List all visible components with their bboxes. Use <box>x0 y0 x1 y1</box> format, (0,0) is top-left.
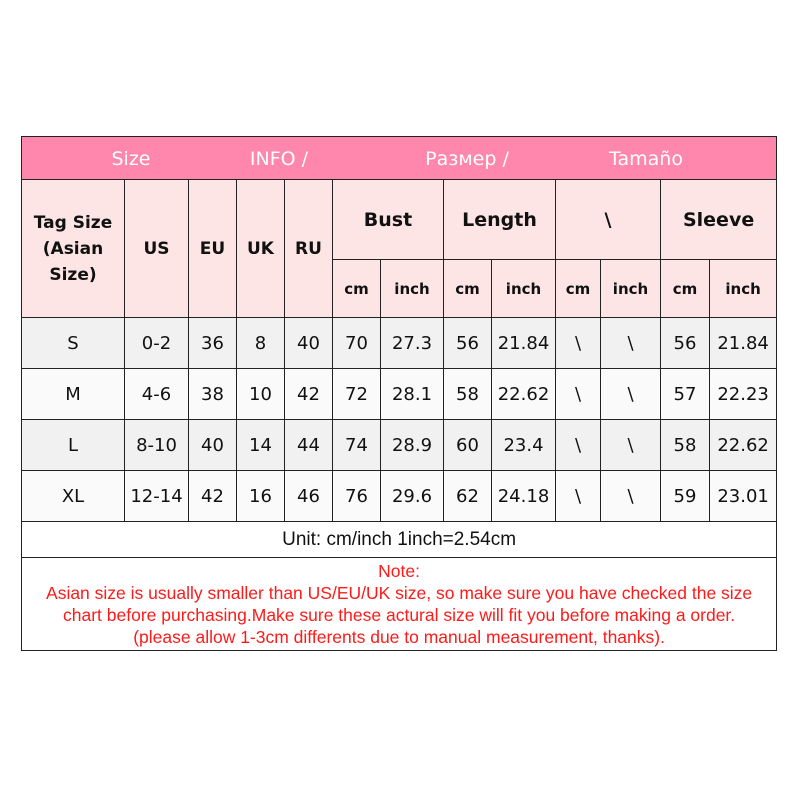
table-body: S 0-2 36 8 40 70 27.3 56 21.84 \ \ 56 21.84 M 4-6 38 10 4… <box>21 317 778 522</box>
value-cell: 59 <box>660 470 710 522</box>
value-cell: 42 <box>188 470 237 522</box>
note-label: Note: <box>378 561 420 581</box>
size-chart-table: Size INFO / Размер / Tamaño Tag Size (As… <box>20 136 778 651</box>
value-cell: 56 <box>443 317 492 369</box>
header-eu: EU <box>188 179 237 318</box>
value-cell: 74 <box>332 419 381 471</box>
unit-header-cell: inch <box>491 259 556 318</box>
value-cell: 0-2 <box>124 317 189 369</box>
size-cell: XL <box>21 470 125 522</box>
value-cell: 76 <box>332 470 381 522</box>
value-cell: \ <box>600 368 661 420</box>
value-cell: 40 <box>284 317 333 369</box>
size-cell: S <box>21 317 125 369</box>
unit-header-cell: inch <box>380 259 444 318</box>
note-cell: Note: Asian size is usually smaller than… <box>20 557 778 651</box>
value-cell: \ <box>555 368 601 420</box>
value-cell: 58 <box>660 419 710 471</box>
value-cell: 42 <box>284 368 333 420</box>
header-sleeve: Sleeve <box>659 179 778 260</box>
table-row: L 8-10 40 14 44 74 28.9 60 23.4 \ \ 58 22.62 <box>21 419 778 471</box>
header-bust: Bust <box>332 179 444 260</box>
value-cell: 22.62 <box>708 419 778 471</box>
size-cell: M <box>21 368 125 420</box>
value-cell: 56 <box>660 317 710 369</box>
value-cell: 24.18 <box>491 470 556 522</box>
value-cell: 27.3 <box>380 317 444 369</box>
header-blank: \ <box>555 179 661 260</box>
unit-text: Unit: cm/inch 1inch=2.54cm <box>20 521 778 558</box>
value-cell: 62 <box>443 470 492 522</box>
title-info: INFO / <box>249 148 309 170</box>
value-cell: 70 <box>332 317 381 369</box>
title-cell: Size INFO / Размер / Tamaño <box>20 136 778 180</box>
header-uk: UK <box>236 179 285 318</box>
value-cell: \ <box>555 317 601 369</box>
value-cell: 8 <box>236 317 285 369</box>
value-cell: 29.6 <box>380 470 444 522</box>
value-cell: 28.9 <box>380 419 444 471</box>
unit-header-cell: cm <box>660 259 710 318</box>
value-cell: 12-14 <box>124 470 189 522</box>
header-tag-size: Tag Size (Asian Size) <box>21 179 125 318</box>
value-cell: 21.84 <box>491 317 556 369</box>
title-tamano: Tamaño <box>609 148 683 170</box>
value-cell: \ <box>555 470 601 522</box>
table-row: S 0-2 36 8 40 70 27.3 56 21.84 \ \ 56 21.84 <box>21 317 778 369</box>
value-cell: 10 <box>236 368 285 420</box>
value-cell: 21.84 <box>708 317 778 369</box>
note-text: Asian size is usually smaller than US/EU… <box>46 583 753 647</box>
value-cell: 36 <box>188 317 237 369</box>
value-cell: 8-10 <box>124 419 189 471</box>
unit-header-cell: cm <box>555 259 601 318</box>
unit-header-cell: inch <box>708 259 778 318</box>
value-cell: \ <box>600 317 661 369</box>
header-ru: RU <box>284 179 333 318</box>
title-row: Size INFO / Размер / Tamaño <box>20 136 778 180</box>
value-cell: 23.01 <box>708 470 778 522</box>
value-cell: 72 <box>332 368 381 420</box>
value-cell: 40 <box>188 419 237 471</box>
title-razmer: Размер / <box>425 148 509 170</box>
value-cell: \ <box>600 470 661 522</box>
table-row: XL 12-14 42 16 46 76 29.6 62 24.18 \ \ 59 23.01 <box>21 470 778 522</box>
header-us: US <box>124 179 189 318</box>
value-cell: 38 <box>188 368 237 420</box>
value-cell: 22.23 <box>708 368 778 420</box>
unit-header-row: cm inch cm inch cm inch cm inch <box>22 259 778 318</box>
value-cell: 60 <box>443 419 492 471</box>
value-cell: 46 <box>284 470 333 522</box>
value-cell: 16 <box>236 470 285 522</box>
value-cell: 28.1 <box>380 368 444 420</box>
value-cell: 4-6 <box>124 368 189 420</box>
value-cell: 14 <box>236 419 285 471</box>
value-cell: \ <box>600 419 661 471</box>
title-size: Size <box>111 148 151 170</box>
unit-header-cell: cm <box>332 259 381 318</box>
unit-row: Unit: cm/inch 1inch=2.54cm <box>20 521 778 558</box>
value-cell: 57 <box>660 368 710 420</box>
note-row: Note: Asian size is usually smaller than… <box>20 557 778 651</box>
value-cell: \ <box>555 419 601 471</box>
table-row: M 4-6 38 10 42 72 28.1 58 22.62 \ \ 57 22.23 <box>21 368 778 420</box>
unit-header-cell: inch <box>600 259 661 318</box>
value-cell: 44 <box>284 419 333 471</box>
unit-header-cell: cm <box>443 259 492 318</box>
value-cell: 23.4 <box>491 419 556 471</box>
value-cell: 22.62 <box>491 368 556 420</box>
value-cell: 58 <box>443 368 492 420</box>
header-length: Length <box>443 179 556 260</box>
header-row: Tag Size (Asian Size) US EU UK RU Bust L… <box>21 179 778 318</box>
size-cell: L <box>21 419 125 471</box>
